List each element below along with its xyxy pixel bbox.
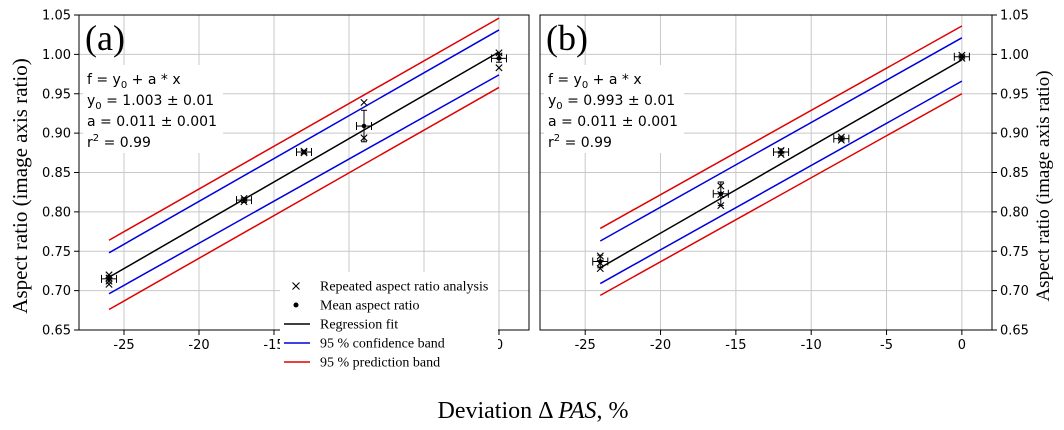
x-tick-label: 0	[958, 338, 966, 353]
legend-label: Repeated aspect ratio analysis	[320, 280, 488, 295]
legend: Repeated aspect ratio analysis Mean aspec…	[280, 272, 498, 371]
y-tick-label: 0.90	[1000, 127, 1029, 142]
legend-item: Repeated aspect ratio analysis	[292, 280, 488, 295]
equation-line: f = y0 + a * x	[548, 72, 642, 91]
legend-item: Mean aspect ratio	[293, 299, 420, 314]
mean-point	[491, 53, 507, 63]
mean-dot	[839, 136, 844, 141]
mean-dot	[959, 54, 965, 60]
legend-item: 95 % prediction band	[284, 356, 440, 371]
y-tick-label: 0.85	[1000, 166, 1029, 181]
y-tick-label: 0.75	[1000, 245, 1029, 260]
y-tick-label: 0.95	[1000, 87, 1029, 102]
plot-frame	[539, 14, 993, 331]
y-tick-label: 0.75	[42, 245, 71, 260]
x-tick-label: -25	[575, 338, 596, 353]
mean-point	[236, 196, 252, 205]
repeated-point	[360, 98, 368, 107]
x-tick-label: -10	[801, 338, 822, 353]
x-tick-label: -25	[113, 338, 134, 353]
y-tick-label: 0.65	[1000, 324, 1029, 339]
intercept-line: y0 = 1.003 ± 0.01	[87, 93, 214, 112]
y-tick-label: 0.85	[42, 166, 71, 181]
legend-label: Mean aspect ratio	[320, 299, 420, 314]
mean-point	[296, 148, 312, 157]
regression-fit-line	[108, 51, 500, 278]
intercept-line: y0 = 0.993 ± 0.01	[548, 93, 675, 112]
x-tick-label: 0	[495, 338, 503, 353]
chart-panel-b: -25 -20 -15 -10 -5 0 0.65 0.70 0.75 0.80 0.85 0.90 0…	[539, 9, 1029, 353]
mean-dot	[241, 197, 247, 203]
y-tick-label: 0.90	[42, 127, 71, 142]
legend-label: Regression fit	[320, 318, 398, 333]
mean-dot	[496, 56, 502, 61]
chart-panel-a: -25-20-15-10-500.650.700.750.800.850.900…	[42, 9, 530, 353]
y-axis-label-right: Aspect ratio (image axis ratio)	[1033, 70, 1054, 301]
repeated-point	[105, 271, 113, 279]
panel-label: (b)	[546, 18, 588, 58]
mean-dot	[106, 276, 112, 282]
mean-point	[356, 109, 372, 143]
legend-item: 95 % confidence band	[284, 337, 445, 352]
x-tick-label: -5	[880, 338, 893, 353]
x-tick-label: -15	[725, 338, 746, 353]
y-tick-label: 1.05	[42, 9, 71, 24]
confidence-band-lower	[599, 80, 963, 285]
y-tick-label: 1.05	[1000, 9, 1029, 24]
x-tick-label: -20	[650, 338, 671, 353]
confidence-band-lower	[108, 74, 500, 295]
y-axis-label-left: Aspect ratio (image axis ratio)	[8, 58, 32, 313]
mean-dot	[597, 259, 603, 264]
y-tick-label: 0.70	[1000, 284, 1029, 299]
slope-line: a = 0.011 ± 0.001	[87, 114, 217, 130]
panel-label: (a)	[85, 18, 125, 58]
y-tick-label: 1.00	[42, 48, 71, 63]
mean-point	[773, 148, 790, 157]
x-axis-label: Deviation Δ PAS, %	[438, 398, 629, 424]
x-tick-label: -15	[263, 338, 284, 353]
y-tick-label: 0.70	[42, 284, 71, 299]
mean-dot	[718, 191, 724, 197]
prediction-band-upper	[108, 17, 500, 241]
legend-dot-icon	[293, 302, 299, 308]
x-tick-label: -20	[188, 338, 209, 353]
mean-point	[953, 52, 970, 61]
confidence-band-upper	[599, 37, 963, 242]
mean-point	[712, 181, 729, 207]
mean-dot	[361, 123, 367, 129]
y-tick-label: 1.00	[1000, 48, 1029, 63]
y-tick-label: 0.80	[1000, 205, 1029, 220]
repeated-point	[596, 264, 604, 273]
mean-dot	[301, 149, 307, 155]
legend-item: Regression fit	[284, 318, 398, 333]
mean-point	[592, 254, 609, 269]
legend-label: 95 % confidence band	[320, 337, 445, 352]
legend-label: 95 % prediction band	[320, 356, 440, 371]
legend-background	[280, 272, 498, 366]
prediction-band-upper	[599, 25, 963, 230]
prediction-band-lower	[599, 93, 963, 297]
y-tick-label: 0.80	[42, 205, 71, 220]
repeated-point	[495, 64, 503, 72]
mean-point	[101, 274, 117, 283]
regression-fit-line	[599, 59, 963, 269]
mean-dot	[778, 149, 784, 155]
y-tick-label: 0.95	[42, 87, 71, 102]
equation-box: f = y0 + a * x y0 = 1.003 ± 0.01 a = 0.011…	[83, 65, 223, 153]
y-tick-label: 0.65	[42, 324, 71, 339]
equation-line: f = y0 + a * x	[87, 72, 181, 91]
prediction-band-lower	[108, 86, 500, 311]
r-squared-line: r2 = 0.99	[87, 133, 151, 151]
slope-line: a = 0.011 ± 0.001	[548, 114, 678, 130]
repeated-point	[495, 49, 503, 57]
panels: -25 -20 -15 -10 -5 0 0.65 0.70 0.75 0.80 0.85 0.90 0…	[42, 9, 1029, 354]
equation-box: f = y0 + a * x y0 = 0.993 ± 0.01 a = 0.011…	[544, 65, 684, 153]
confidence-band-upper	[108, 29, 500, 254]
mean-point	[833, 134, 850, 143]
r-squared-line: r2 = 0.99	[548, 133, 612, 151]
